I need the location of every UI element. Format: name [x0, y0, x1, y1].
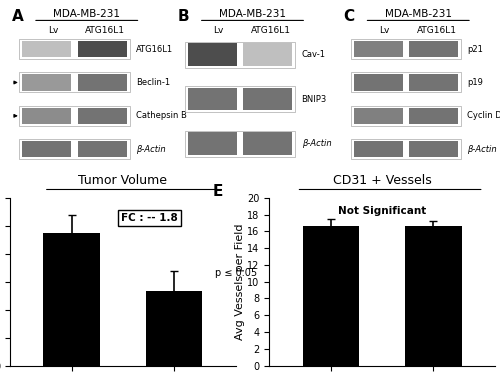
Text: p ≤ 0.05: p ≤ 0.05: [214, 268, 256, 278]
FancyBboxPatch shape: [354, 74, 403, 91]
Text: β-Actin: β-Actin: [302, 139, 331, 148]
Text: FC : -- 1.8: FC : -- 1.8: [122, 213, 178, 223]
Text: MDA-MB-231: MDA-MB-231: [53, 9, 120, 19]
FancyBboxPatch shape: [78, 41, 126, 57]
FancyBboxPatch shape: [22, 74, 72, 91]
FancyBboxPatch shape: [244, 132, 292, 155]
Text: Lv: Lv: [48, 26, 58, 35]
Text: MDA-MB-231: MDA-MB-231: [219, 9, 286, 19]
Text: MDA-MB-231: MDA-MB-231: [385, 9, 452, 19]
FancyBboxPatch shape: [354, 41, 403, 57]
FancyBboxPatch shape: [244, 88, 292, 110]
Title: Tumor Volume: Tumor Volume: [78, 174, 168, 187]
Text: A: A: [12, 9, 24, 24]
FancyBboxPatch shape: [22, 108, 72, 124]
FancyBboxPatch shape: [78, 108, 126, 124]
Text: Cyclin D1: Cyclin D1: [468, 112, 500, 120]
Text: p19: p19: [468, 78, 483, 87]
Text: ATG16L1: ATG16L1: [85, 26, 125, 35]
Text: C: C: [343, 9, 354, 24]
FancyBboxPatch shape: [188, 132, 237, 155]
Text: ATG16L1: ATG16L1: [416, 26, 457, 35]
Text: Lv: Lv: [214, 26, 224, 35]
FancyBboxPatch shape: [409, 41, 458, 57]
Text: ATG16L1: ATG16L1: [136, 45, 173, 54]
Text: β-Actin: β-Actin: [468, 145, 497, 154]
Text: E: E: [213, 185, 224, 200]
Text: Not Significant: Not Significant: [338, 206, 426, 216]
Text: Beclin-1: Beclin-1: [136, 78, 170, 87]
Bar: [44, 233, 100, 366]
Bar: [406, 226, 462, 366]
Title: CD31 + Vessels: CD31 + Vessels: [333, 174, 432, 187]
Text: Cathepsin B: Cathepsin B: [136, 112, 186, 120]
FancyBboxPatch shape: [22, 141, 72, 157]
Text: Cav-1: Cav-1: [302, 50, 326, 59]
Text: β-Actin: β-Actin: [136, 145, 166, 154]
Text: ATG16L1: ATG16L1: [251, 26, 291, 35]
FancyBboxPatch shape: [409, 74, 458, 91]
FancyBboxPatch shape: [22, 41, 72, 57]
FancyBboxPatch shape: [244, 44, 292, 66]
Text: B: B: [178, 9, 189, 24]
FancyBboxPatch shape: [409, 108, 458, 124]
FancyBboxPatch shape: [188, 88, 237, 110]
FancyBboxPatch shape: [78, 74, 126, 91]
Y-axis label: Avg Vessels per Field: Avg Vessels per Field: [234, 223, 244, 340]
FancyBboxPatch shape: [409, 141, 458, 157]
FancyBboxPatch shape: [354, 108, 403, 124]
Text: Lv: Lv: [380, 26, 390, 35]
FancyBboxPatch shape: [78, 141, 126, 157]
FancyBboxPatch shape: [354, 141, 403, 157]
Text: p21: p21: [468, 45, 483, 54]
Bar: [146, 291, 203, 366]
FancyBboxPatch shape: [188, 44, 237, 66]
Bar: [302, 226, 359, 366]
Text: BNIP3: BNIP3: [302, 95, 327, 104]
